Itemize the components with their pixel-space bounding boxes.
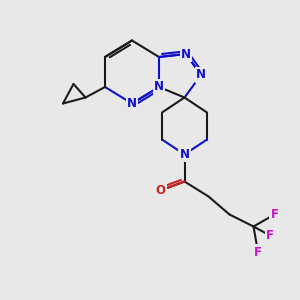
Text: N: N — [179, 148, 190, 161]
Text: F: F — [271, 208, 278, 221]
Text: N: N — [196, 68, 206, 82]
Text: F: F — [254, 245, 262, 259]
Text: N: N — [127, 97, 137, 110]
Text: N: N — [181, 47, 191, 61]
Text: O: O — [155, 184, 166, 197]
Text: N: N — [154, 80, 164, 94]
Text: F: F — [266, 229, 274, 242]
